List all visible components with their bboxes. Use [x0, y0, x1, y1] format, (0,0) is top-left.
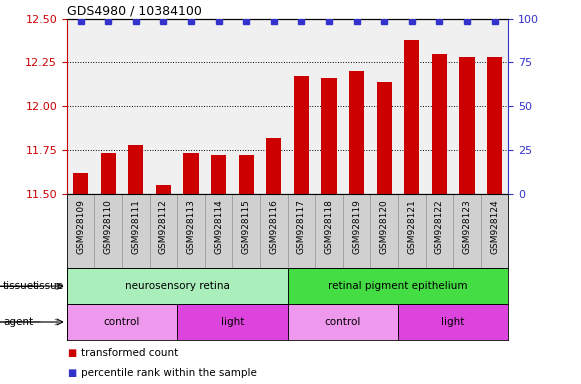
Bar	[73, 172, 88, 194]
Bar	[349, 71, 364, 194]
Bar	[184, 153, 199, 194]
Text: GSM928116: GSM928116	[270, 200, 278, 255]
Bar	[288, 268, 508, 304]
Text: GSM928121: GSM928121	[407, 200, 416, 254]
Text: tissue: tissue	[33, 281, 64, 291]
Text: GSM928118: GSM928118	[325, 200, 333, 255]
Text: control: control	[104, 317, 140, 327]
Bar	[156, 185, 171, 194]
Text: GSM928109: GSM928109	[76, 200, 85, 255]
Bar	[266, 137, 281, 194]
Bar	[67, 268, 288, 304]
Text: GSM928124: GSM928124	[490, 200, 499, 254]
Text: retinal pigment epithelium: retinal pigment epithelium	[328, 281, 468, 291]
Text: light: light	[442, 317, 465, 327]
Text: tissue: tissue	[3, 281, 34, 291]
Text: transformed count: transformed count	[81, 348, 178, 358]
Text: GSM928112: GSM928112	[159, 200, 168, 254]
Text: agent: agent	[3, 317, 33, 327]
Text: GSM928113: GSM928113	[187, 200, 195, 255]
Text: percentile rank within the sample: percentile rank within the sample	[81, 368, 257, 378]
Text: GSM928122: GSM928122	[435, 200, 444, 254]
Bar	[321, 78, 336, 194]
Bar	[460, 57, 475, 194]
Text: GSM928123: GSM928123	[462, 200, 471, 254]
Bar	[239, 155, 254, 194]
Text: GSM928111: GSM928111	[131, 200, 140, 255]
Bar	[211, 155, 226, 194]
Bar	[487, 57, 502, 194]
Bar	[67, 304, 177, 340]
Text: ■: ■	[67, 348, 76, 358]
Bar	[294, 76, 309, 194]
Text: ■: ■	[67, 368, 76, 378]
Bar	[128, 145, 144, 194]
Text: neurosensory retina: neurosensory retina	[125, 281, 229, 291]
Bar	[101, 153, 116, 194]
Text: GSM928120: GSM928120	[380, 200, 389, 254]
Bar	[404, 40, 419, 194]
Bar	[288, 304, 398, 340]
Bar	[432, 54, 447, 194]
Text: GSM928117: GSM928117	[297, 200, 306, 255]
Text: GSM928119: GSM928119	[352, 200, 361, 255]
Bar	[376, 82, 392, 194]
Bar	[177, 304, 288, 340]
Text: GSM928114: GSM928114	[214, 200, 223, 254]
Text: GSM928115: GSM928115	[242, 200, 250, 255]
Text: GSM928110: GSM928110	[104, 200, 113, 255]
Text: control: control	[325, 317, 361, 327]
Text: GDS4980 / 10384100: GDS4980 / 10384100	[67, 5, 202, 18]
Text: light: light	[221, 317, 244, 327]
Bar	[398, 304, 508, 340]
